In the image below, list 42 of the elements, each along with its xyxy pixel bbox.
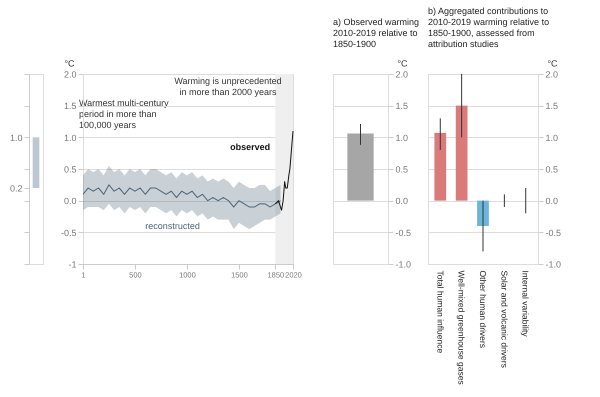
y-axis-title: °C	[397, 58, 408, 68]
bar	[434, 132, 446, 201]
bar	[456, 106, 468, 201]
y-tick-label: 0.5	[546, 164, 558, 174]
line-series	[82, 184, 282, 208]
y-tick-label: -0.5	[60, 228, 76, 238]
x-tick-label: Well-mixed greenhouse gases	[456, 270, 467, 385]
y-tick-label: 1.5	[396, 101, 408, 112]
y-axis-title: °C	[64, 58, 76, 68]
y-tick-label: 0.5	[396, 164, 408, 174]
y-tick-label: 2.0	[546, 70, 558, 80]
y-tick-label: 0.0	[64, 196, 76, 206]
annotation: Warmest multi-century period in more than 100,000 years	[79, 98, 170, 130]
chart-title: a) Observed warming 2010-2019 relative to 1850-1900	[333, 17, 420, 49]
y-tick-label: 1.0	[10, 132, 22, 143]
x-tick-label: Internal variability	[520, 270, 531, 338]
x-tick-label: Other human drivers	[478, 270, 488, 348]
x-tick-label: Solar and volcanic drivers	[499, 270, 510, 368]
y-tick-label: -1.0	[546, 260, 562, 270]
annotation: Warming is unprecedented in more than 2000 years	[174, 76, 282, 97]
y-tick-label: 1.0	[546, 132, 558, 143]
y-tick-label: 1.5	[546, 101, 558, 112]
y-tick-label: -0.5	[546, 228, 562, 238]
y-tick-label: 1.0	[64, 132, 76, 143]
text: reconstructed	[145, 221, 200, 231]
y-tick-label: 2.0	[396, 70, 408, 80]
x-tick-label: Total human influence	[435, 270, 446, 354]
line-series	[274, 130, 294, 211]
y-tick-label: -0.5	[396, 228, 412, 238]
y-tick-label: -1	[68, 260, 76, 270]
y-axis-title: °C	[547, 58, 558, 68]
y-tick-label: 2.0	[64, 70, 76, 80]
y-tick-label: 1.5	[64, 101, 76, 112]
bar	[477, 200, 489, 226]
y-tick-label: -1.0	[396, 260, 412, 270]
chart-title: b) Aggregated contributions to 2010-2019 warming relative to 1850-1900, assessed from attribution studies	[428, 6, 550, 49]
y-tick-label: 0.2	[10, 184, 22, 194]
y-tick-label: 0.0	[546, 196, 558, 206]
text: observed	[230, 142, 270, 152]
y-tick-label: 1.0	[396, 132, 408, 143]
y-tick-label: 0.0	[396, 196, 408, 206]
y-tick-label: 0.5	[64, 164, 76, 174]
